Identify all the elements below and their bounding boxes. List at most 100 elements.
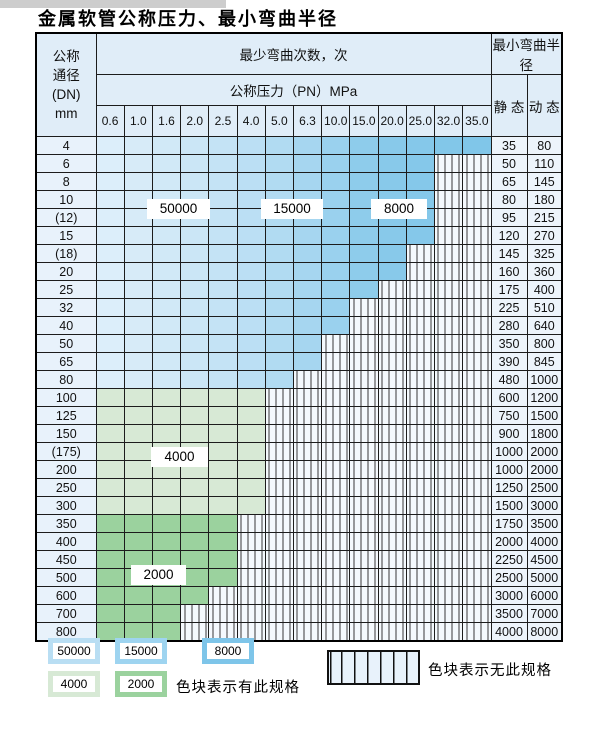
- spec-cell: [180, 550, 210, 569]
- spec-cell: [151, 298, 182, 317]
- dynamic-radius-value: 1800: [526, 424, 563, 443]
- pressure-col-header: 1.6: [151, 105, 182, 137]
- spec-cell: [123, 262, 153, 281]
- no-spec-cell: [321, 406, 351, 425]
- spec-cell: [349, 262, 379, 281]
- spec-cell: [180, 388, 210, 407]
- spec-cell: [180, 334, 210, 353]
- spec-cell: [95, 208, 125, 227]
- spec-cell: [321, 262, 351, 281]
- spec-cell: [95, 280, 125, 299]
- spec-cell: [321, 172, 351, 191]
- dynamic-radius-value: 180: [526, 190, 563, 209]
- dn-row-label: 4: [35, 136, 97, 155]
- spec-cell: [236, 154, 266, 173]
- dynamic-radius-value: 2000: [526, 460, 563, 479]
- scan-artifact: [0, 0, 226, 8]
- spec-cell: [264, 280, 294, 299]
- dn-row-label: 80: [35, 370, 97, 389]
- no-spec-cell: [321, 334, 351, 353]
- no-spec-cell: [462, 406, 492, 425]
- spec-cell: [264, 172, 294, 191]
- dynamic-radius-value: 6000: [526, 586, 563, 605]
- no-spec-cell: [321, 496, 351, 515]
- no-spec-cell: [321, 604, 351, 623]
- static-radius-value: 3000: [490, 586, 528, 605]
- legend-note-no-spec: 色块表示无此规格: [428, 663, 552, 679]
- dynamic-radius-value: 400: [526, 280, 563, 299]
- spec-cell: [95, 568, 125, 587]
- spec-cell: [95, 190, 125, 209]
- table-row: 600 3000 6000: [35, 586, 563, 605]
- no-spec-cell: [405, 442, 435, 461]
- no-spec-cell: [433, 334, 464, 353]
- dn-column-header: 公称 通径 (DN) mm: [35, 32, 97, 137]
- no-spec-cell: [321, 550, 351, 569]
- spec-cell: [95, 298, 125, 317]
- spec-cell: [292, 136, 323, 155]
- spec-cell: [208, 298, 238, 317]
- spec-cell: [180, 298, 210, 317]
- no-spec-cell: [377, 316, 407, 335]
- legend-swatch-4000-label: 4000: [60, 677, 88, 691]
- no-spec-cell: [433, 460, 464, 479]
- spec-cell: [292, 226, 323, 245]
- cycles-label-15000: 15000: [261, 199, 323, 219]
- no-spec-cell: [433, 154, 464, 173]
- spec-cell: [180, 406, 210, 425]
- spec-cell: [95, 478, 125, 497]
- spec-cell: [377, 136, 407, 155]
- spec-cell: [123, 244, 153, 263]
- no-spec-cell: [180, 604, 210, 623]
- no-spec-cell: [377, 370, 407, 389]
- spec-cell: [236, 370, 266, 389]
- no-spec-cell: [321, 352, 351, 371]
- dynamic-radius-value: 510: [526, 298, 563, 317]
- spec-cell: [236, 352, 266, 371]
- spec-cell: [95, 154, 125, 173]
- no-spec-cell: [433, 172, 464, 191]
- table-row: 32 225 510: [35, 298, 563, 317]
- pressure-col-header: 2.5: [208, 105, 238, 137]
- spec-cell: [208, 262, 238, 281]
- no-spec-cell: [433, 568, 464, 587]
- no-spec-cell: [349, 550, 379, 569]
- no-spec-cell: [405, 532, 435, 551]
- spec-cell: [151, 532, 182, 551]
- dn-row-label: 250: [35, 478, 97, 497]
- no-spec-cell: [405, 586, 435, 605]
- no-spec-cell: [349, 460, 379, 479]
- bend-spec-table: 公称 通径 (DN) mm 最少弯曲次数，次 最小弯曲半径 公称压力（PN）MP…: [35, 32, 563, 642]
- no-spec-cell: [462, 532, 492, 551]
- spec-cell: [292, 244, 323, 263]
- dn-row-label: 10: [35, 190, 97, 209]
- no-spec-cell: [377, 388, 407, 407]
- no-spec-cell: [433, 550, 464, 569]
- no-spec-cell: [433, 424, 464, 443]
- spec-cell: [236, 442, 266, 461]
- spec-cell: [95, 496, 125, 515]
- dn-row-label: (175): [35, 442, 97, 461]
- spec-cell: [292, 298, 323, 317]
- spec-cell: [236, 406, 266, 425]
- spec-cell: [208, 424, 238, 443]
- spec-cell: [123, 514, 153, 533]
- spec-cell: [123, 550, 153, 569]
- table-row: 125 750 1500: [35, 406, 563, 425]
- table-row: 100 600 1200: [35, 388, 563, 407]
- no-spec-cell: [405, 244, 435, 263]
- no-spec-cell: [433, 208, 464, 227]
- no-spec-cell: [292, 550, 323, 569]
- spec-cell: [151, 604, 182, 623]
- no-spec-cell: [433, 406, 464, 425]
- dynamic-radius-value: 270: [526, 226, 563, 245]
- cycles-label-4000: 4000: [151, 447, 208, 467]
- no-spec-cell: [462, 154, 492, 173]
- no-spec-cell: [462, 280, 492, 299]
- dn-row-label: 8: [35, 172, 97, 191]
- spec-cell: [292, 172, 323, 191]
- spec-cell: [123, 370, 153, 389]
- pressure-col-header: 2.0: [180, 105, 210, 137]
- dynamic-radius-value: 5000: [526, 568, 563, 587]
- static-radius-value: 280: [490, 316, 528, 335]
